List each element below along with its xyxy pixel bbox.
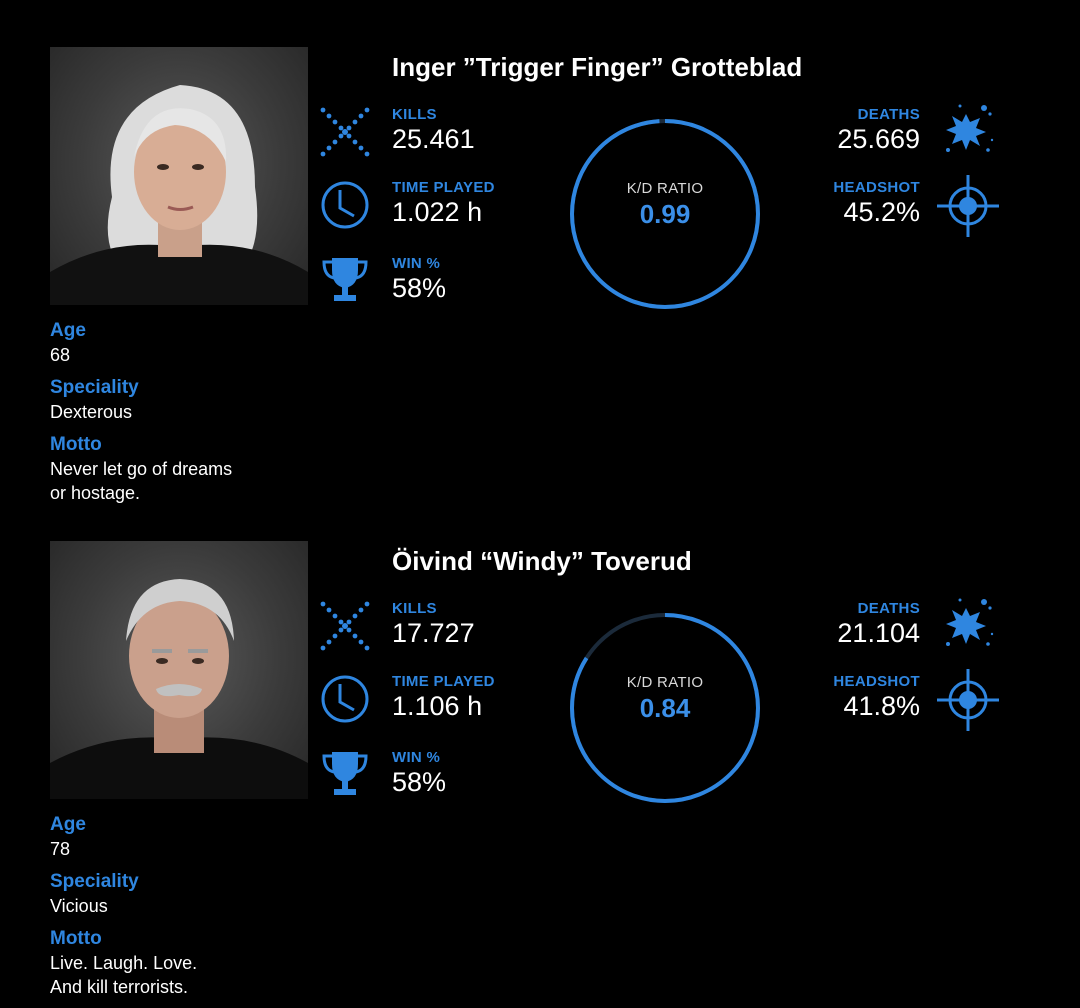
kills-value: 17.727 (392, 618, 475, 648)
motto-value: Live. Laugh. Love. And kill terrorists. (50, 953, 198, 997)
headshot-label: HEADSHOT (833, 673, 920, 690)
motto-value: Never let go of dreams or hostage. (50, 459, 233, 503)
clock-icon (321, 675, 369, 723)
age-value: 68 (50, 345, 71, 365)
age-label: Age (50, 320, 86, 341)
win-percent-label: WIN % (392, 749, 441, 766)
kd-ratio-value: 0.99 (639, 199, 691, 229)
headshot-stat: HEADSHOT 41.8% (833, 673, 920, 721)
crosshair-icon (937, 669, 999, 731)
crossed-swords-icon (320, 601, 370, 651)
deaths-stat: DEATHS 25.669 (837, 106, 920, 154)
deaths-value: 21.104 (837, 618, 920, 648)
win-percent-stat: WIN % 58% (392, 749, 446, 797)
trophy-icon (322, 258, 368, 301)
trophy-icon (322, 752, 368, 795)
speciality-label: Speciality (50, 377, 139, 398)
crossed-swords-icon (320, 107, 370, 157)
profile-card: Age 68 Speciality Dexterous Motto Never … (0, 0, 1080, 503)
portrait-photo (50, 541, 308, 799)
profile-info: Age 68 Speciality Dexterous Motto Never … (50, 319, 320, 514)
time-played-value: 1.106 h (392, 691, 483, 721)
kd-ratio-label: K/D RATIO (626, 674, 704, 691)
kills-label: KILLS (392, 106, 437, 123)
deaths-label: DEATHS (857, 106, 920, 123)
kills-stat: KILLS 25.461 (392, 106, 475, 154)
player-name: Inger ”Trigger Finger” Grotteblad (392, 52, 803, 82)
kd-ratio-label: K/D RATIO (626, 180, 704, 197)
speciality-value: Dexterous (50, 402, 133, 422)
motto-label: Motto (50, 434, 102, 455)
blood-splat-icon (946, 598, 994, 646)
headshot-label: HEADSHOT (833, 179, 920, 196)
kills-stat: KILLS 17.727 (392, 600, 475, 648)
time-played-stat: TIME PLAYED 1.106 h (392, 673, 495, 721)
motto-label: Motto (50, 928, 102, 949)
kd-ratio-ring (570, 119, 760, 309)
win-percent-value: 58% (392, 273, 447, 303)
clock-icon (321, 181, 369, 229)
headshot-value: 41.8% (843, 691, 920, 721)
profile-info: Age 78 Speciality Vicious Motto Live. La… (50, 813, 320, 1008)
profile-card: Age 78 Speciality Vicious Motto Live. La… (0, 494, 1080, 997)
crosshair-icon (937, 175, 999, 237)
deaths-value: 25.669 (837, 124, 920, 154)
speciality-value: Vicious (50, 896, 108, 916)
age-label: Age (50, 814, 86, 835)
age-value: 78 (50, 839, 71, 859)
kd-ratio-value: 0.84 (639, 693, 691, 723)
time-played-label: TIME PLAYED (392, 179, 495, 196)
headshot-stat: HEADSHOT 45.2% (833, 179, 920, 227)
player-name: Öivind “Windy” Toverud (392, 546, 692, 576)
win-percent-value: 58% (392, 767, 447, 797)
kd-ratio-ring (570, 613, 760, 803)
kills-value: 25.461 (392, 124, 475, 154)
kd-ratio-readout: K/D RATIO 0.99 (569, 180, 761, 230)
deaths-label: DEATHS (857, 600, 920, 617)
time-played-value: 1.022 h (392, 197, 483, 227)
portrait-photo (50, 47, 308, 305)
kd-ratio-readout: K/D RATIO 0.84 (569, 674, 761, 724)
blood-splat-icon (946, 104, 994, 152)
deaths-stat: DEATHS 21.104 (837, 600, 920, 648)
headshot-value: 45.2% (843, 197, 920, 227)
time-played-stat: TIME PLAYED 1.022 h (392, 179, 495, 227)
time-played-label: TIME PLAYED (392, 673, 495, 690)
speciality-label: Speciality (50, 871, 139, 892)
kills-label: KILLS (392, 600, 437, 617)
win-percent-stat: WIN % 58% (392, 255, 446, 303)
win-percent-label: WIN % (392, 255, 441, 272)
